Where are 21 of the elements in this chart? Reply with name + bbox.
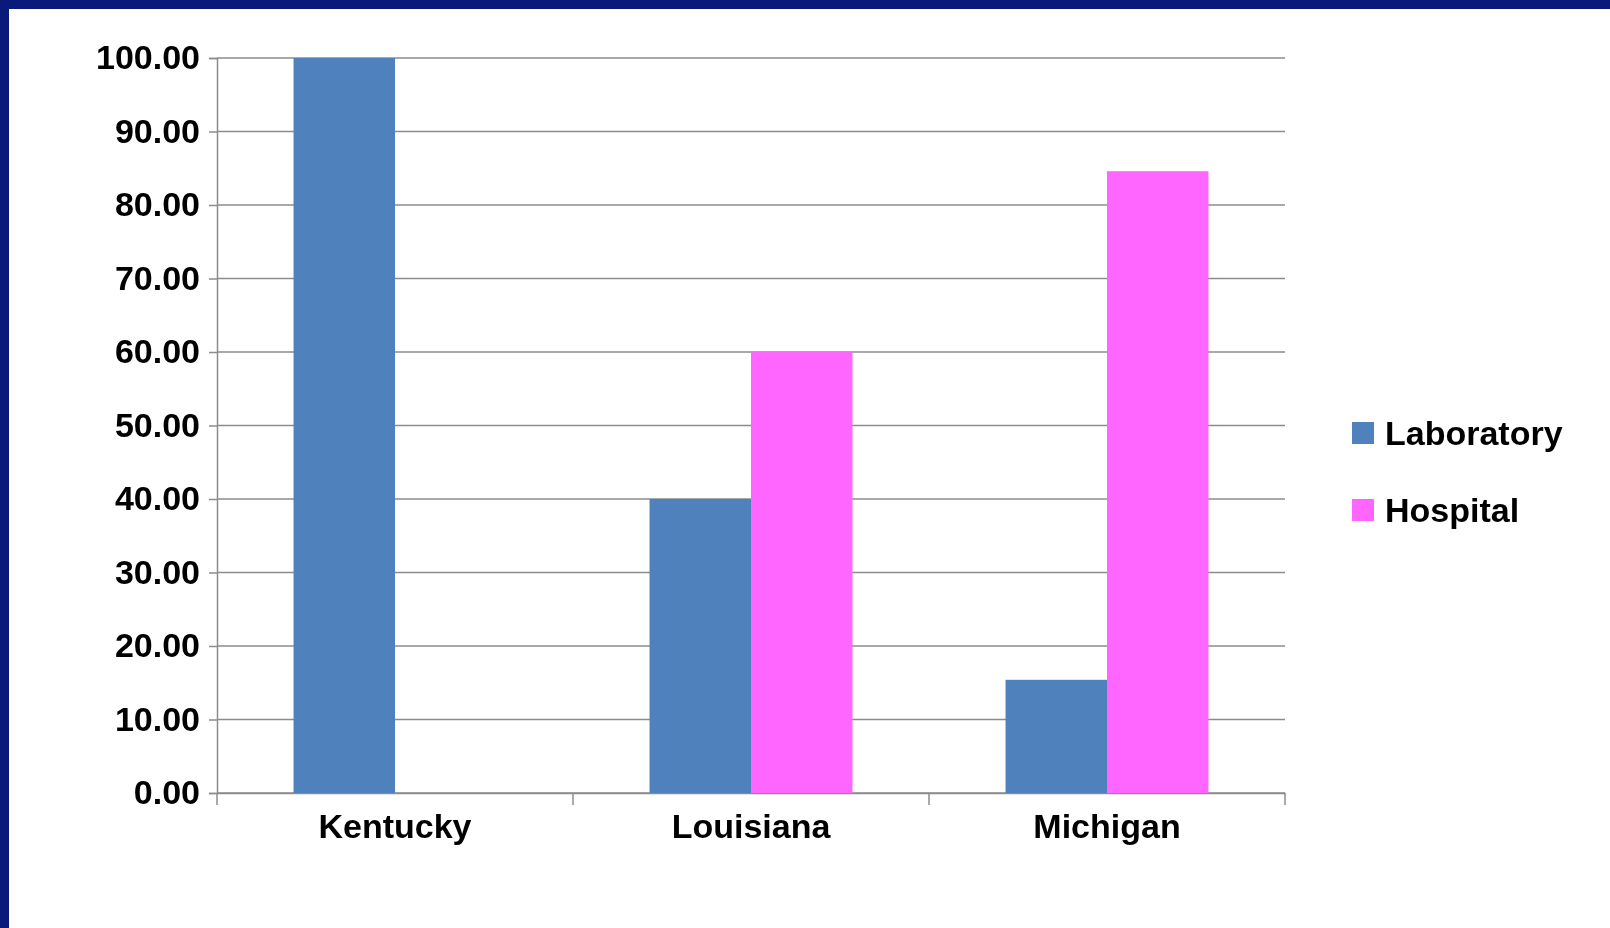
bar <box>751 352 853 793</box>
y-tick-label: 30.00 <box>114 552 200 591</box>
y-tick-label: 70.00 <box>114 258 200 297</box>
y-tick-label: 10.00 <box>114 699 200 738</box>
bar <box>649 499 751 793</box>
bar <box>1107 171 1209 793</box>
x-tick-label: Louisiana <box>671 807 832 845</box>
x-tick-label: Kentucky <box>318 807 472 845</box>
x-tick-label: Michigan <box>1033 807 1181 845</box>
legend-label: Laboratory <box>1385 414 1563 452</box>
y-tick-label: 60.00 <box>114 332 200 371</box>
y-tick-label: 0.00 <box>133 773 200 812</box>
bar <box>293 58 395 793</box>
y-tick-label: 80.00 <box>114 185 200 224</box>
y-tick-label: 90.00 <box>114 111 200 150</box>
bar <box>1005 679 1107 793</box>
y-tick-label: 40.00 <box>114 479 200 518</box>
legend-label: Hospital <box>1385 491 1520 529</box>
y-tick-label: 20.00 <box>114 626 200 665</box>
y-tick-label: 100.00 <box>96 38 200 77</box>
y-tick-label: 50.00 <box>114 405 200 444</box>
